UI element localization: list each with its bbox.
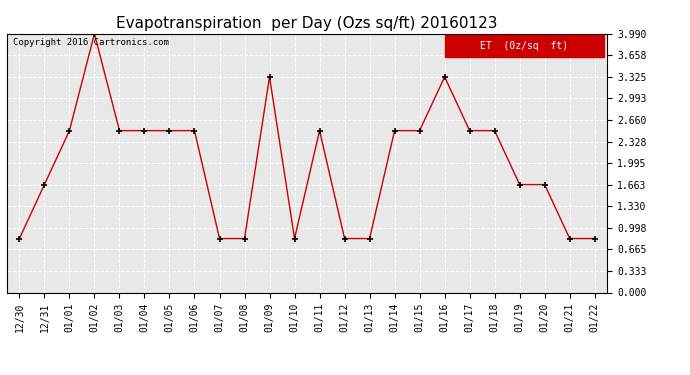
FancyBboxPatch shape: [445, 35, 604, 57]
Text: Copyright 2016 Cartronics.com: Copyright 2016 Cartronics.com: [13, 38, 169, 46]
Title: Evapotranspiration  per Day (Ozs sq/ft) 20160123: Evapotranspiration per Day (Ozs sq/ft) 2…: [117, 16, 497, 31]
Text: ET  (0z/sq  ft): ET (0z/sq ft): [480, 41, 569, 51]
